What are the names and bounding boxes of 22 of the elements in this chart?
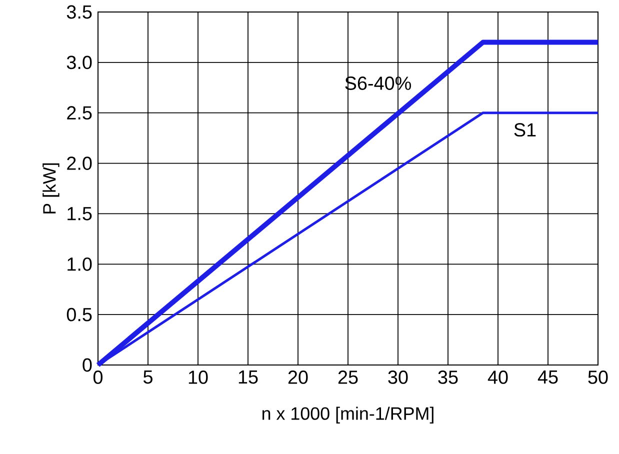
x-tick-label: 50 [588,370,608,384]
y-tick-label: 3.0 [66,56,92,70]
y-axis-title: P [kW] [42,163,60,214]
y-tick-label: 2.5 [67,106,92,120]
x-tick-label: 0 [93,370,103,384]
x-tick-label: 20 [288,370,308,384]
y-tick-label: 1.0 [68,257,92,271]
x-tick-label: 25 [338,370,358,384]
y-tick-label: 1.5 [68,207,92,220]
y-tick-label: 3.5 [66,5,92,19]
x-tick-label: 5 [143,370,152,384]
y-tick-label: 2.0 [67,156,92,170]
y-tick-label: 0 [82,358,92,372]
x-tick-label: 15 [238,370,258,384]
x-axis-title: n x 1000 [min-1/RPM] [262,406,434,424]
x-tick-label: 10 [188,370,208,384]
x-tick-label: 45 [538,370,558,384]
series-label: S1 [514,123,536,137]
y-tick-label: 0.5 [66,308,92,322]
x-tick-label: 30 [388,370,408,384]
x-tick-label: 40 [488,370,508,384]
x-tick-label: 35 [438,370,458,384]
